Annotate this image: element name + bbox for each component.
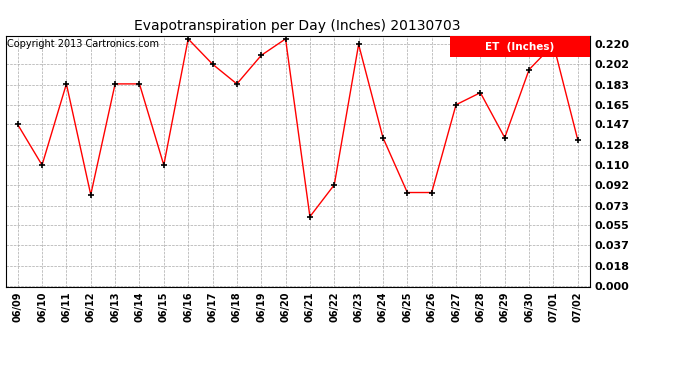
Title: Evapotranspiration per Day (Inches) 20130703: Evapotranspiration per Day (Inches) 2013… <box>135 19 461 33</box>
Text: Copyright 2013 Cartronics.com: Copyright 2013 Cartronics.com <box>7 39 159 50</box>
